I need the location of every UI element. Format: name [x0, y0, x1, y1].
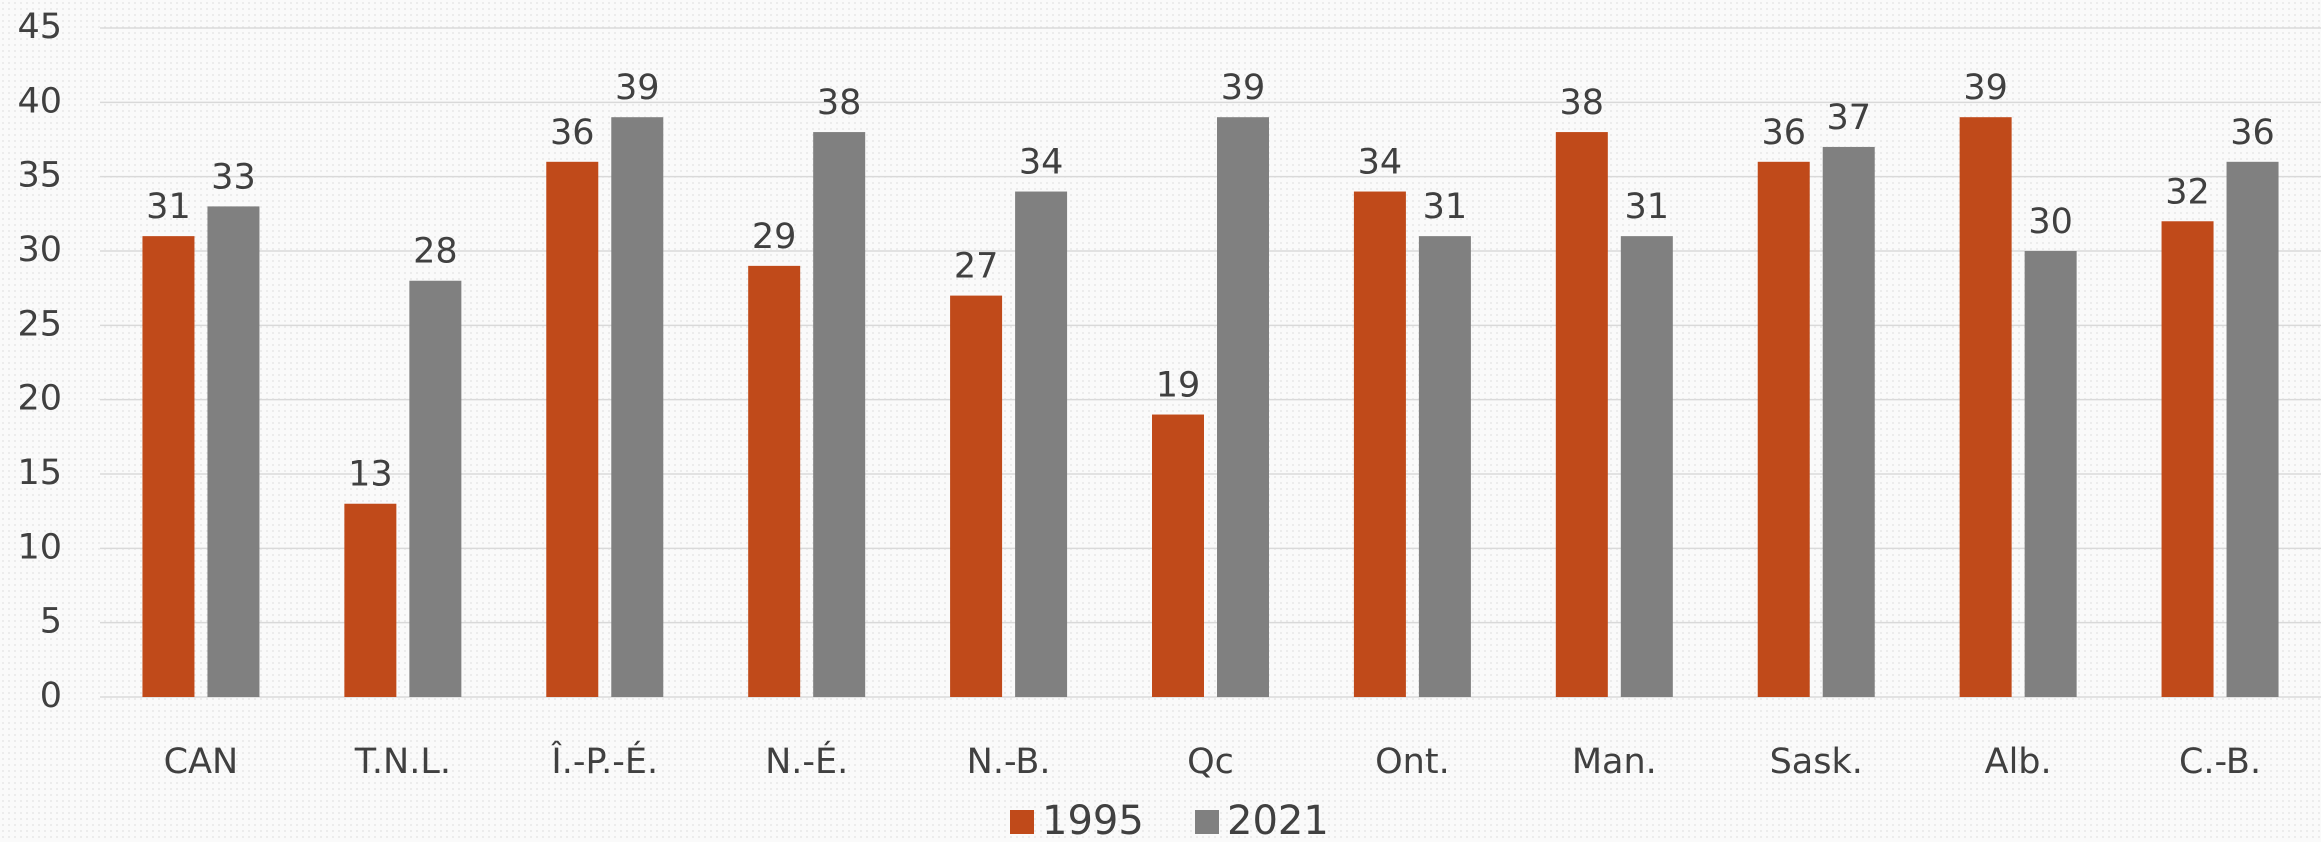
y-tick-label: 35 — [17, 156, 62, 196]
bar — [2024, 251, 2077, 697]
bar — [207, 206, 260, 697]
data-label: 38 — [1560, 83, 1605, 123]
bar — [1015, 191, 1068, 698]
x-tick-label: Ont. — [1375, 742, 1450, 782]
bar — [142, 236, 195, 697]
data-label: 27 — [954, 247, 999, 287]
x-tick-label: Sask. — [1770, 742, 1863, 782]
bar — [2226, 161, 2279, 698]
bar — [1217, 117, 1269, 697]
bar — [1959, 117, 2012, 697]
legend-swatch — [1010, 810, 1034, 834]
bar — [546, 161, 599, 698]
data-label: 39 — [1221, 68, 1266, 108]
data-label: 31 — [146, 187, 191, 227]
legend-label: 2021 — [1227, 798, 1329, 842]
y-tick-label: 25 — [17, 304, 62, 344]
data-label: 31 — [1625, 187, 1670, 227]
bar — [813, 132, 866, 698]
bar — [950, 295, 1003, 697]
data-label: 39 — [1963, 68, 2008, 108]
y-tick-label: 30 — [17, 230, 62, 270]
x-tick-label: Qc — [1187, 742, 1234, 782]
x-tick-label: C.-B. — [2179, 742, 2261, 782]
data-label: 39 — [615, 68, 660, 108]
y-tick-label: 40 — [17, 81, 62, 121]
y-tick-label: 20 — [17, 379, 62, 419]
data-label: 19 — [1156, 366, 1201, 406]
data-label: 33 — [211, 157, 256, 197]
bar — [344, 503, 397, 697]
data-label: 29 — [752, 217, 797, 257]
data-label: 37 — [1826, 98, 1871, 138]
bar — [748, 265, 801, 697]
bar — [1822, 146, 1875, 697]
data-label: 34 — [1358, 143, 1403, 183]
bar — [1418, 236, 1471, 697]
legend-swatch — [1195, 810, 1219, 834]
x-tick-label: N.-B. — [967, 742, 1051, 782]
bar — [1620, 236, 1673, 697]
bar — [1152, 414, 1204, 697]
data-label: 13 — [348, 455, 393, 495]
x-tick-label: Î.-P.-É. — [550, 740, 658, 782]
y-tick-label: 45 — [17, 7, 62, 47]
x-tick-label: Alb. — [1985, 742, 2052, 782]
x-tick-label: T.N.L. — [354, 742, 451, 782]
data-label: 30 — [2028, 202, 2073, 242]
data-label: 34 — [1019, 143, 1064, 183]
bar — [611, 117, 664, 697]
x-tick-label: CAN — [164, 742, 239, 782]
data-label: 28 — [413, 232, 458, 272]
bar — [1757, 161, 1810, 698]
y-tick-label: 5 — [40, 602, 62, 642]
data-label: 36 — [1761, 113, 1806, 153]
legend-label: 1995 — [1042, 798, 1144, 842]
data-label: 31 — [1423, 187, 1468, 227]
data-label: 36 — [2230, 113, 2275, 153]
bar — [2161, 221, 2214, 697]
bar — [1353, 191, 1406, 698]
x-tick-label: N.-É. — [765, 740, 848, 782]
data-label: 36 — [550, 113, 595, 153]
y-tick-label: 0 — [40, 676, 62, 716]
data-label: 38 — [817, 83, 862, 123]
data-label: 32 — [2165, 172, 2210, 212]
y-tick-label: 10 — [17, 527, 62, 567]
bar — [409, 280, 462, 697]
y-tick-label: 15 — [17, 453, 62, 493]
x-tick-label: Man. — [1572, 742, 1657, 782]
bar — [1555, 132, 1608, 698]
